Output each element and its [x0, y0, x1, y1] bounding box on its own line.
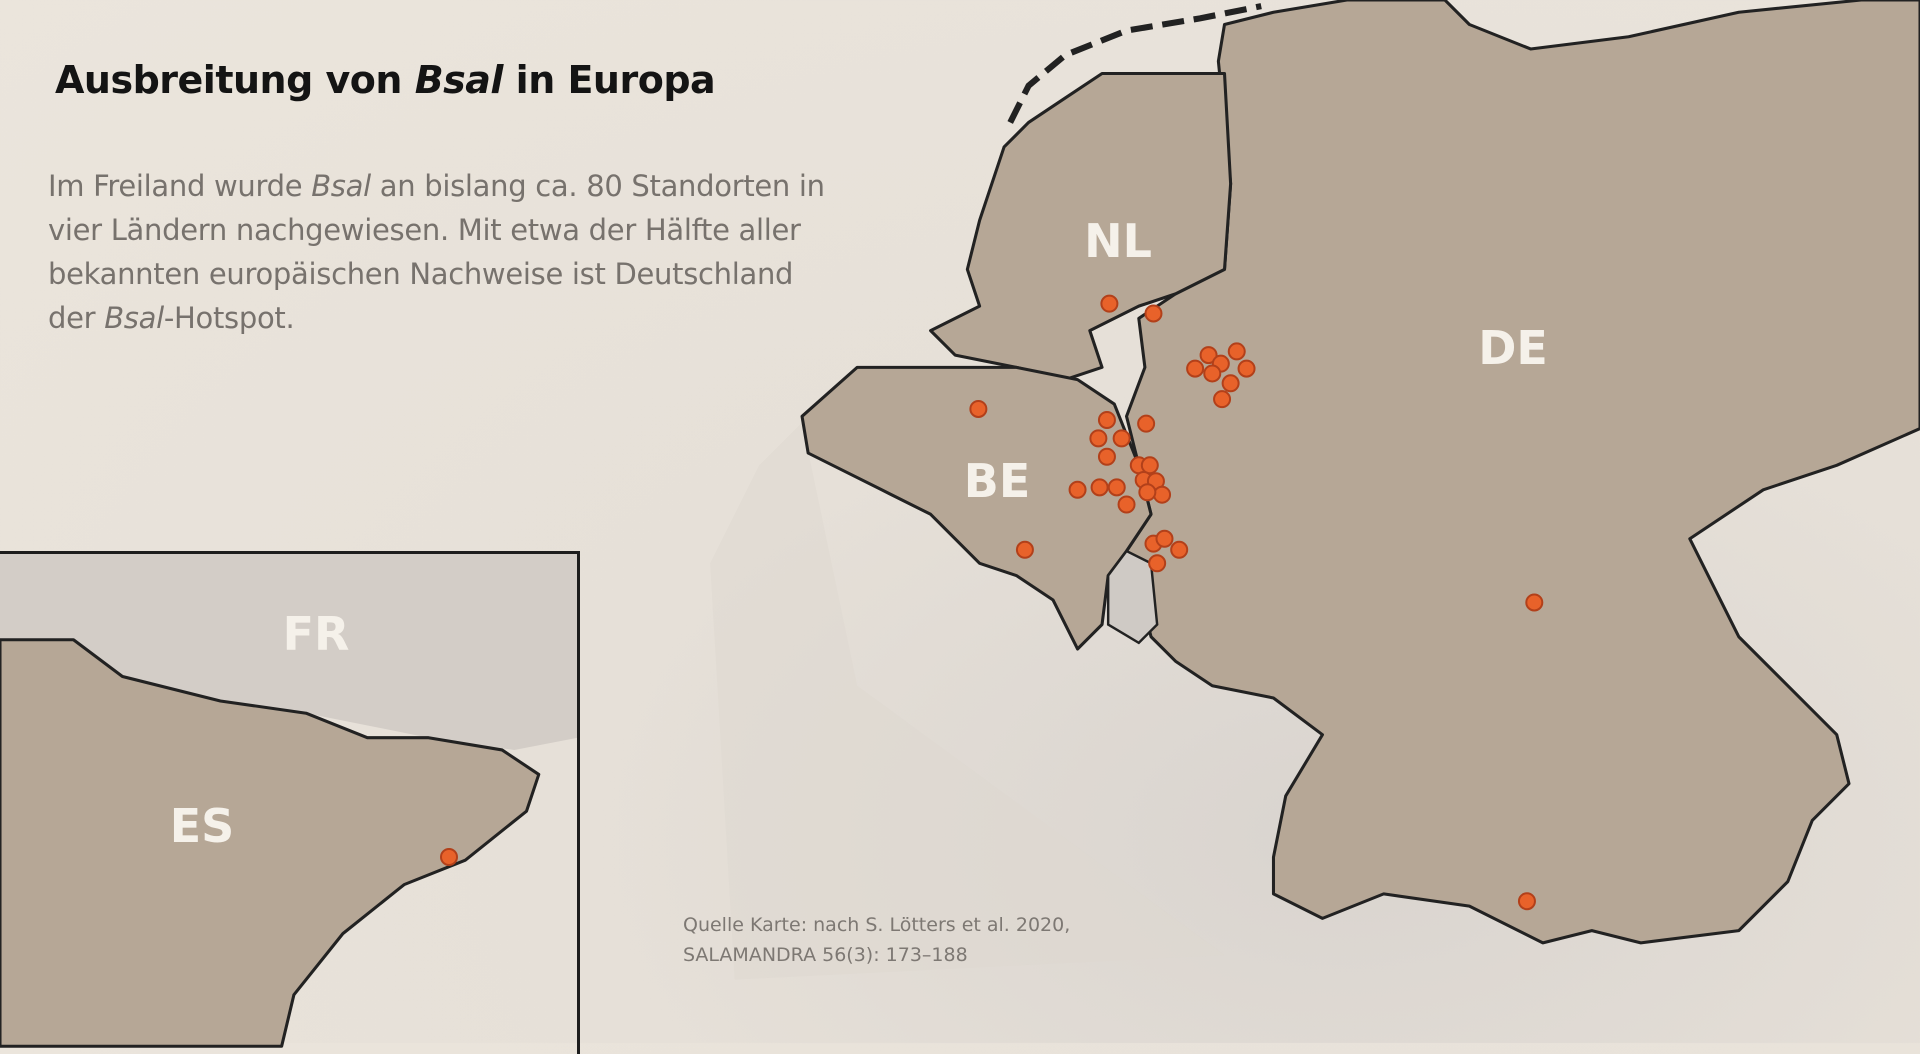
label-be: BE — [963, 454, 1031, 508]
occurrence-marker — [1525, 593, 1544, 612]
page-title: Ausbreitung von Bsal in Europa — [55, 58, 716, 102]
para-italic: Bsal — [104, 301, 164, 335]
inset-map — [0, 554, 577, 1048]
country-lu — [1106, 549, 1159, 645]
para-text: -Hotspot. — [163, 301, 295, 335]
country-de — [1125, 0, 1920, 945]
title-text-end: in Europa — [502, 58, 716, 102]
label-de: DE — [1478, 321, 1548, 375]
occurrence-markers — [969, 294, 1544, 911]
label-nl: NL — [1084, 214, 1152, 268]
occurrence-marker-es — [440, 848, 458, 866]
occurrence-marker — [1148, 554, 1167, 573]
occurrence-marker — [1237, 359, 1256, 378]
occurrence-marker — [1117, 495, 1136, 514]
country-es — [0, 638, 541, 1048]
para-text: Im Freiland wurde — [48, 169, 312, 203]
country-be — [800, 365, 1153, 651]
inset-map-spain: FR ES — [0, 551, 580, 1054]
occurrence-marker — [1137, 414, 1156, 433]
coast-shadow — [710, 422, 1225, 980]
occurrence-marker — [1140, 456, 1159, 475]
wadden-islands — [1007, 3, 1262, 124]
country-fr — [0, 554, 577, 750]
occurrence-marker — [1199, 346, 1218, 365]
occurrence-marker — [1015, 540, 1034, 559]
occurrence-marker — [1203, 364, 1222, 383]
occurrence-marker — [1090, 478, 1109, 497]
source-line: Quelle Karte: nach S. Lötters et al. 202… — [683, 914, 1071, 936]
occurrence-marker — [1221, 374, 1240, 393]
occurrence-marker — [1089, 429, 1108, 448]
occurrence-marker — [1155, 529, 1174, 548]
occurrence-marker — [1153, 485, 1172, 504]
occurrence-marker — [1068, 480, 1087, 499]
occurrence-marker — [1144, 304, 1163, 323]
occurrence-marker — [1517, 892, 1536, 911]
label-es: ES — [169, 799, 235, 853]
title-italic: Bsal — [414, 58, 504, 102]
intro-paragraph: Im Freiland wurde Bsal an bislang ca. 80… — [48, 164, 848, 340]
occurrence-marker — [1112, 429, 1131, 448]
occurrence-marker — [1097, 447, 1116, 466]
source-line: SALAMANDRA 56(3): 173–188 — [683, 944, 968, 966]
occurrence-marker — [1227, 342, 1246, 361]
occurrence-marker — [1138, 483, 1157, 502]
title-text: Ausbreitung von — [55, 58, 415, 102]
occurrence-marker — [1170, 540, 1189, 559]
label-fr: FR — [282, 607, 350, 661]
occurrence-marker — [969, 399, 988, 418]
occurrence-marker — [1213, 390, 1232, 409]
occurrence-marker — [1107, 478, 1126, 497]
para-text: an bislang ca. 80 Standorten in vier Län… — [48, 169, 825, 335]
occurrence-marker — [1100, 294, 1119, 313]
occurrence-marker — [1186, 359, 1205, 378]
occurrence-marker — [1097, 411, 1116, 430]
source-note: Quelle Karte: nach S. Lötters et al. 202… — [683, 910, 1070, 970]
para-italic: Bsal — [311, 169, 371, 203]
